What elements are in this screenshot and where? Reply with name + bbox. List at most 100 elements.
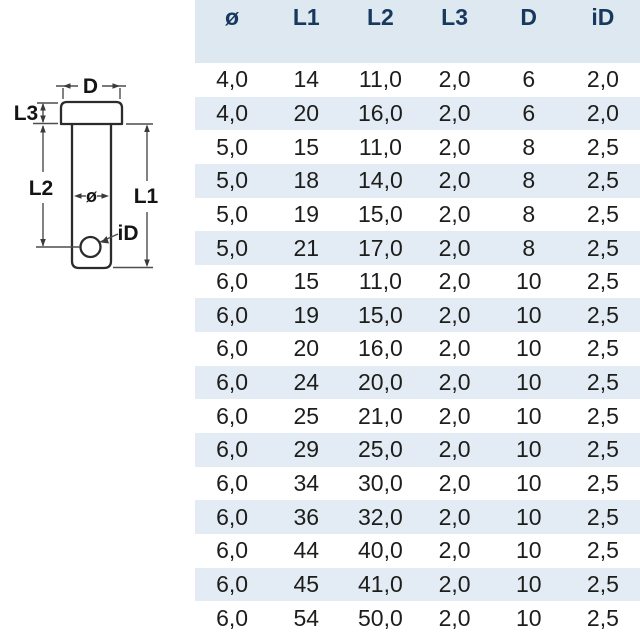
table-cell: 2,0 xyxy=(438,570,471,597)
table-cell: 10 xyxy=(515,335,542,362)
table-cell: 2,0 xyxy=(438,604,471,631)
table-cell: 25,0 xyxy=(358,436,403,463)
table-cell: 2,5 xyxy=(586,369,619,396)
table-header-row: ø L1 L2 L3 D iD xyxy=(195,0,640,63)
table-cell: 5,0 xyxy=(216,200,249,227)
table-cell: 15,0 xyxy=(358,301,403,328)
table-cell: 2,5 xyxy=(586,268,619,295)
table-row: 6,0 19 15,0 2,0 10 2,5 xyxy=(195,298,640,333)
table-cell: 41,0 xyxy=(358,570,403,597)
table-cell: 2,5 xyxy=(586,436,619,463)
table-cell: 5,0 xyxy=(216,167,249,194)
table-cell: 30,0 xyxy=(358,470,403,496)
table-cell: 10 xyxy=(515,369,542,396)
table-cell: 2,0 xyxy=(586,66,619,93)
table-cell: 2,0 xyxy=(438,268,471,295)
table-cell: 15,0 xyxy=(358,200,403,227)
table-cell: 2,0 xyxy=(438,167,471,194)
table-row: 6,0 24 20,0 2,0 10 2,5 xyxy=(195,365,640,400)
table-cell: 2,0 xyxy=(438,200,471,227)
table-cell: 4,0 xyxy=(216,66,249,93)
table-cell: 19 xyxy=(293,200,320,227)
table-cell: 2,5 xyxy=(586,503,619,530)
table-row: 6,0 20 16,0 2,0 10 2,5 xyxy=(195,332,640,366)
table-row: 4,0 14 11,0 2,0 6 2,0 xyxy=(195,63,640,97)
table-cell: 6,0 xyxy=(216,436,249,463)
label-pin-diameter: ø xyxy=(86,186,97,206)
table-cell: 2,5 xyxy=(586,402,619,429)
table-cell: 40,0 xyxy=(358,537,403,564)
table-cell: 2,0 xyxy=(438,301,471,328)
table-cell: 10 xyxy=(515,301,542,328)
table-cell: 11,0 xyxy=(358,133,402,160)
table-cell: 2,5 xyxy=(586,570,619,597)
table-cell: 6,0 xyxy=(216,503,249,530)
table-cell: 17,0 xyxy=(358,234,403,261)
dimension-arrowheads xyxy=(40,83,150,267)
table-cell: 10 xyxy=(515,604,542,631)
table-cell: 2,5 xyxy=(586,604,619,631)
table-cell: 2,5 xyxy=(586,470,619,496)
table-cell: 6,0 xyxy=(216,335,249,362)
dimensions-table: ø L1 L2 L3 D iD 4,0 14 11,0 2,0 6 2,0 4,0 20 16,… xyxy=(195,0,640,635)
table-cell: 25 xyxy=(293,402,320,429)
table-cell: 2,0 xyxy=(438,335,471,362)
table-cell: 2,0 xyxy=(438,470,471,496)
table-cell: 20 xyxy=(293,99,320,126)
pin-shaft xyxy=(70,122,113,270)
table-cell: 10 xyxy=(515,470,542,496)
pin-hole xyxy=(79,235,102,259)
column-header-L2: L2 xyxy=(366,4,394,30)
table-cell: 50,0 xyxy=(358,604,403,631)
label-length-to-hole: L2 xyxy=(29,177,54,200)
table-cell: 45 xyxy=(293,570,320,597)
table-cell: 8 xyxy=(522,200,536,227)
table-row: 5,0 18 14,0 2,0 8 2,5 xyxy=(195,163,640,198)
table-cell: 6,0 xyxy=(216,402,249,429)
table-cell: 2,0 xyxy=(438,503,471,530)
table-cell: 2,0 xyxy=(438,537,471,564)
label-head-height: L3 xyxy=(14,102,39,125)
table-cell: 36 xyxy=(293,503,320,530)
table-cell: 44 xyxy=(293,537,320,564)
table-row: 4,0 20 16,0 2,0 6 2,0 xyxy=(195,96,640,131)
table-cell: 2,5 xyxy=(586,301,619,328)
table-cell: 20,0 xyxy=(358,369,403,396)
table-row: 6,0 45 41,0 2,0 10 2,5 xyxy=(195,567,640,602)
table-cell: 10 xyxy=(515,268,542,295)
table-cell: 10 xyxy=(515,402,542,429)
table-cell: 2,5 xyxy=(586,200,619,227)
table-cell: 2,5 xyxy=(586,133,619,160)
table-cell: 32,0 xyxy=(358,503,403,530)
dim-line-L2 xyxy=(36,126,80,248)
table-cell: 2,0 xyxy=(586,99,619,126)
table-cell: 11,0 xyxy=(358,268,402,295)
table-cell: 5,0 xyxy=(216,234,249,261)
table-cell: 8 xyxy=(522,133,536,160)
table-cell: 2,5 xyxy=(586,537,619,564)
column-header-L1: L1 xyxy=(292,4,320,30)
table-cell: 6,0 xyxy=(216,268,249,295)
table-cell: 54 xyxy=(293,604,320,631)
table-cell: 19 xyxy=(293,301,320,328)
table-cell: 6,0 xyxy=(216,537,249,564)
table-cell: 14 xyxy=(293,66,320,93)
table-cell: 21 xyxy=(293,234,320,261)
table-cell: 5,0 xyxy=(216,133,249,160)
table-cell: 4,0 xyxy=(216,99,249,126)
table-cell: 21,0 xyxy=(358,402,403,429)
table-row: 6,0 54 50,0 2,0 10 2,5 xyxy=(195,601,640,635)
table-cell: 8 xyxy=(522,234,536,261)
table-cell: 6,0 xyxy=(216,369,249,396)
label-total-length: L1 xyxy=(134,185,159,208)
table-cell: 2,5 xyxy=(586,234,619,261)
table-cell: 6 xyxy=(522,99,536,126)
table-row: 6,0 25 21,0 2,0 10 2,5 xyxy=(195,399,640,434)
table-cell: 8 xyxy=(522,167,536,194)
table-cell: 15 xyxy=(293,133,320,160)
table-cell: 10 xyxy=(515,570,542,597)
label-head-diameter: D xyxy=(83,75,98,98)
table-cell: 10 xyxy=(515,537,542,564)
table-cell: 2,0 xyxy=(438,99,471,126)
